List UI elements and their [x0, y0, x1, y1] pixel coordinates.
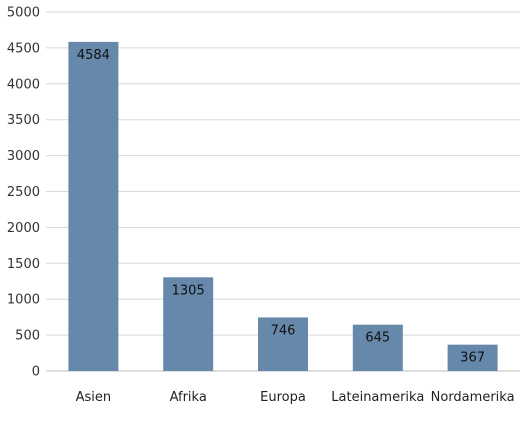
y-tick-label: 5000: [7, 6, 40, 21]
y-tick-label: 4500: [7, 41, 40, 56]
bar: [258, 317, 308, 371]
x-category-label: Afrika: [170, 390, 207, 405]
bar: [68, 41, 119, 371]
y-tick-label: 0: [32, 365, 40, 380]
data-label: 367: [460, 351, 485, 366]
y-tick-label: 2500: [7, 185, 40, 200]
x-category-label: Europa: [260, 390, 306, 405]
x-category-label: Nordamerika: [431, 390, 515, 405]
data-label: 4584: [77, 48, 110, 63]
x-category-label: Lateinamerika: [331, 390, 424, 405]
data-label: 645: [365, 331, 390, 346]
y-tick-label: 3000: [7, 149, 40, 164]
x-category-label: Asien: [76, 390, 112, 405]
x-axis-categories: Asien Afrika Europa Lateinamerika Nordamerik…: [76, 390, 515, 405]
data-label: 746: [271, 323, 296, 338]
y-tick-label: 4000: [7, 77, 40, 92]
y-tick-label: 3500: [7, 113, 40, 128]
bar: [352, 324, 403, 371]
y-tick-label: 1000: [7, 293, 40, 308]
data-label: 1305: [172, 283, 205, 298]
y-tick-label: 1500: [7, 257, 40, 272]
bar: [163, 277, 214, 371]
data-labels: 4584 1305 746 645 367: [77, 48, 485, 366]
gridlines: [46, 11, 520, 372]
y-tick-label: 500: [15, 329, 40, 344]
y-tick-label: 2000: [7, 221, 40, 236]
bar: [447, 344, 498, 371]
y-axis-ticks: 0 500 1000 1500 2000 2500 3000 3500 4000 4500 5000: [7, 6, 40, 380]
bars: [68, 41, 498, 371]
